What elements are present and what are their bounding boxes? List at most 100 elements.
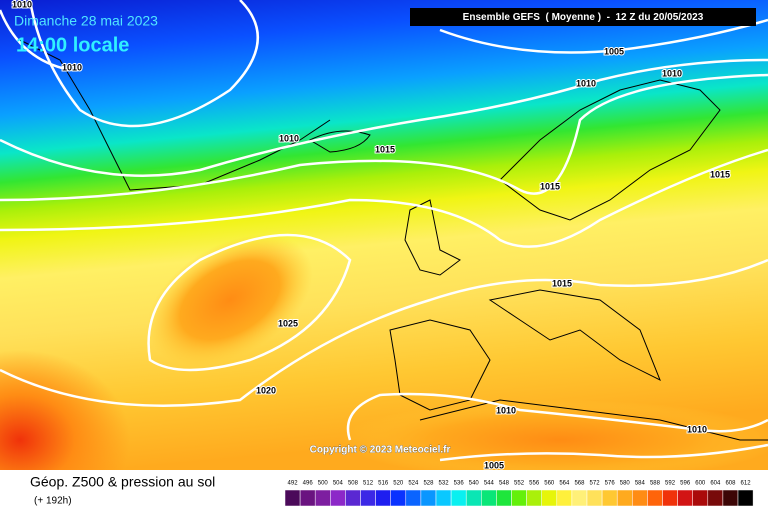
colorbar-label: 608 <box>725 481 736 487</box>
isobar-label: 1010 <box>12 0 32 9</box>
header-box <box>410 8 756 26</box>
colorbar-swatch <box>345 489 361 507</box>
isobars <box>0 0 768 460</box>
colorbar-swatch <box>360 489 376 507</box>
isobar <box>0 258 768 407</box>
isobar-label: 1010 <box>496 405 516 415</box>
isobar <box>0 148 768 248</box>
colorbar-label: 564 <box>559 481 570 487</box>
colorbar-label: 492 <box>288 481 299 487</box>
warm-core <box>340 400 768 480</box>
isobar-label: 1025 <box>278 318 298 328</box>
colorbar-label: 500 <box>318 481 329 487</box>
colorbar-label: 544 <box>484 481 495 487</box>
isobar <box>0 73 768 202</box>
colorbar-label: 560 <box>544 481 555 487</box>
isobar-label: 1010 <box>279 133 299 143</box>
isobar-label: 1015 <box>710 169 730 179</box>
colorbar-swatch <box>526 489 542 507</box>
isobar-label: 1015 <box>540 181 560 191</box>
colorbar-swatch <box>737 489 754 507</box>
caption: Géop. Z500 & pression au sol <box>30 474 215 490</box>
colorbar-swatch <box>722 489 739 507</box>
isobar-label: 1015 <box>375 144 395 154</box>
geopotential-field <box>0 0 768 470</box>
colorbar-label: 508 <box>348 481 359 487</box>
colorbar-label: 612 <box>741 481 752 487</box>
isobar <box>28 0 260 128</box>
colorbar-label: 572 <box>590 481 601 487</box>
colorbar-swatch <box>692 489 709 507</box>
colorbar-swatch <box>601 489 618 507</box>
colorbar-swatch <box>314 489 331 507</box>
isobar <box>0 9 71 72</box>
colorbar-swatch <box>707 489 724 507</box>
isobar <box>439 443 768 462</box>
isobar <box>147 233 352 372</box>
colorbar-swatch <box>435 489 452 507</box>
colorbar-swatch <box>556 489 573 507</box>
colorbar-swatch <box>571 489 588 507</box>
colorbar-swatch <box>647 489 663 507</box>
colorbar-label: 524 <box>408 481 419 487</box>
colorbar-label: 596 <box>680 481 691 487</box>
colorbar-label: 580 <box>620 481 631 487</box>
isobar-label: 1010 <box>687 424 707 434</box>
colorbar: 492 496 500 504 508 512 516 520 524 528 532 536 540 5… <box>284 481 754 507</box>
colorbar-label: 552 <box>514 481 525 487</box>
colorbar-label: 516 <box>378 481 389 487</box>
copyright: Copyright © 2023 Meteociel.fr <box>310 445 451 456</box>
iceland-coast <box>308 130 371 153</box>
colorbar-label: 536 <box>454 481 465 487</box>
colorbar-swatch <box>375 489 391 507</box>
isobar-label: 1020 <box>256 385 276 395</box>
isobar-label: 1015 <box>552 278 572 288</box>
europe-coast <box>488 289 661 382</box>
colorbar-swatch <box>496 489 512 507</box>
map-time: 14:00 locale <box>16 34 129 56</box>
colorbar-swatch <box>420 489 437 507</box>
colorbar-label: 532 <box>439 481 450 487</box>
colorbar-swatch <box>299 489 316 507</box>
africa-coast <box>419 399 768 441</box>
colorbar-label: 592 <box>665 481 676 487</box>
scandinavia-coast <box>499 79 721 221</box>
colorbar-swatch <box>541 489 558 507</box>
colorbar-label: 540 <box>469 481 480 487</box>
colorbar-swatch <box>465 489 482 507</box>
colorbar-label: 584 <box>635 481 646 487</box>
colorbar-label: 588 <box>650 481 661 487</box>
isobar <box>439 18 768 54</box>
colorbar-swatch <box>632 489 648 507</box>
colorbar-label: 520 <box>393 481 404 487</box>
colorbar-label: 504 <box>333 481 344 487</box>
lead-time: (+ 192h) <box>34 496 72 507</box>
colorbar-label: 556 <box>529 481 540 487</box>
isobar-label: 1010 <box>62 62 82 72</box>
colorbar-swatch <box>511 489 527 507</box>
colorbar-swatch <box>662 489 678 507</box>
isobar-label: 1010 <box>662 68 682 78</box>
colorbar-label: 512 <box>363 481 374 487</box>
colorbar-swatch <box>330 489 346 507</box>
colorbar-swatch <box>390 489 407 507</box>
colorbar-swatch <box>405 489 422 507</box>
colorbar-swatch <box>677 489 693 507</box>
colorbar-label: 528 <box>423 481 434 487</box>
model-header: Ensemble GEFS ( Moyenne ) - 12 Z du 20/0… <box>463 12 704 23</box>
colorbar-swatch <box>450 489 467 507</box>
colorbar-label: 600 <box>695 481 706 487</box>
isobar <box>346 392 768 441</box>
colorbar-label: 496 <box>303 481 314 487</box>
isobar-label: 1010 <box>576 78 596 88</box>
colorbar-swatch <box>284 489 301 507</box>
colorbar-swatch <box>616 489 633 507</box>
colorbar-label: 568 <box>574 481 585 487</box>
isobar-label: 1005 <box>604 46 624 56</box>
colorbar-swatch <box>481 489 497 507</box>
colorbar-label: 604 <box>710 481 721 487</box>
isobar-label: 1005 <box>484 460 504 470</box>
isobar <box>0 58 768 177</box>
